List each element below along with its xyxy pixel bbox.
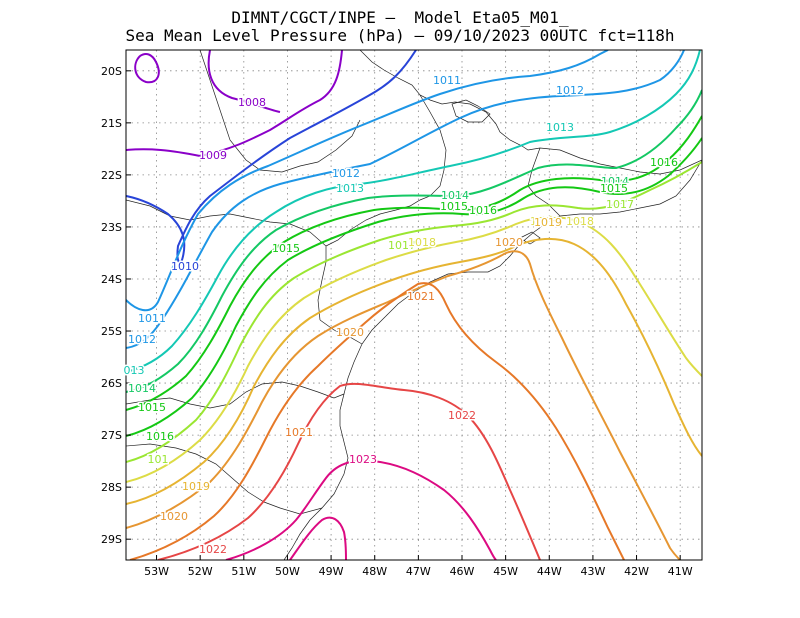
isobar-label-1023: 1023 <box>349 453 377 466</box>
isobar-1023 <box>289 516 347 560</box>
x-tick-label: 44W <box>537 565 562 578</box>
isobar-label-1012: 1012 <box>556 84 584 97</box>
isobar-1009 <box>126 50 343 158</box>
isobars <box>126 50 702 560</box>
y-tick-label: 28S <box>101 481 122 494</box>
y-tick-label: 22S <box>101 169 122 182</box>
coastline-south <box>283 159 702 560</box>
isobar-label-1017: 1017 <box>606 198 634 211</box>
y-tick-label: 27S <box>101 429 122 442</box>
isobar-1014 <box>126 89 702 393</box>
isobar-label-1015: 1015 <box>600 182 628 195</box>
isobar-label-1011: 1011 <box>433 74 461 87</box>
y-tick-label: 21S <box>101 117 122 130</box>
isobar-1018 <box>126 215 702 483</box>
island-1 <box>451 99 491 123</box>
map-frame <box>125 49 703 561</box>
isobar-label-1013: 1013 <box>336 182 364 195</box>
isobar-1015 <box>126 115 702 411</box>
isobar-1008 <box>207 50 281 113</box>
title-line-1: DIMNT/CGCT/INPE — Model Eta05_M01_ <box>231 8 569 27</box>
x-tick-label: 41W <box>668 565 693 578</box>
isobar-label-1012: 1012 <box>332 167 360 180</box>
state-boundary-4 <box>126 381 345 409</box>
isobar-label-1018: 1018 <box>408 236 436 249</box>
y-tick-label: 23S <box>101 221 122 234</box>
x-tick-label: 43W <box>580 565 605 578</box>
state-boundary-3 <box>126 199 327 321</box>
isobar-label-1014: 1014 <box>128 382 156 395</box>
isobar-1020 <box>126 250 681 560</box>
isobar-label-1020: 1020 <box>160 510 188 523</box>
isobar-label-1011: 1011 <box>138 312 166 325</box>
isobar-label-1012: 1012 <box>128 333 156 346</box>
isobar-label-1017: 1017 <box>388 239 416 252</box>
y-tick-label: 26S <box>101 377 122 390</box>
isobar-label-1021: 1021 <box>285 426 313 439</box>
isobar-label-1016: 1016 <box>469 204 497 217</box>
isobar-label-101: 101 <box>148 453 169 466</box>
isobar-label-1008: 1008 <box>238 96 266 109</box>
state-boundary-6 <box>319 319 363 345</box>
x-tick-label: 46W <box>450 565 475 578</box>
isobar-1023 <box>225 459 497 560</box>
isobar-1016 <box>126 137 702 437</box>
isobar-label-1022: 1022 <box>199 543 227 556</box>
isobar-label-1020: 1020 <box>336 326 364 339</box>
isobar-label-1016: 1016 <box>650 156 678 169</box>
isobar-label-1019: 1019 <box>534 216 562 229</box>
isobar-label-1022: 1022 <box>448 409 476 422</box>
state-boundary-5 <box>126 443 323 515</box>
isobar-label-1016: 1016 <box>146 430 174 443</box>
isobar-label-1013: 1013 <box>546 121 574 134</box>
isobar-1019 <box>126 238 702 505</box>
x-tick-label: 52W <box>188 565 213 578</box>
isobar-1012 <box>126 50 685 349</box>
y-tick-label: 24S <box>101 273 122 286</box>
isobar-label-1015: 1015 <box>272 242 300 255</box>
state-boundary-1 <box>325 94 447 247</box>
isobar-label-1015: 1015 <box>440 200 468 213</box>
graticule <box>126 50 702 560</box>
isobar-1009 <box>134 53 160 84</box>
isobar-label-1018: 1018 <box>566 215 594 228</box>
isobar-1017 <box>126 161 702 463</box>
y-tick-label: 25S <box>101 325 122 338</box>
x-tick-label: 51W <box>231 565 256 578</box>
isobar-1011 <box>126 50 609 312</box>
isobar-label-1018: 1018 <box>530 215 558 228</box>
isobar-label-013: 013 <box>124 364 145 377</box>
isobar-label-1010: 1010 <box>171 260 199 273</box>
isobar-label-1014: 1014 <box>601 175 629 188</box>
isobar-1022 <box>157 382 541 560</box>
x-tick-label: 42W <box>624 565 649 578</box>
isobar-label-1009: 1009 <box>199 149 227 162</box>
isobar-label-1014: 1014 <box>441 189 469 202</box>
isobar-label-1021: 1021 <box>407 290 435 303</box>
x-tick-label: 45W <box>493 565 518 578</box>
title-line-2: Sea Mean Level Pressure (hPa) — 09/10/20… <box>125 26 675 45</box>
state-boundary-7 <box>199 50 361 173</box>
x-tick-label: 48W <box>362 565 387 578</box>
y-tick-label: 20S <box>101 65 122 78</box>
x-tick-label: 47W <box>406 565 431 578</box>
isobar-label-1020: 1020 <box>495 236 523 249</box>
x-tick-label: 49W <box>319 565 344 578</box>
isobar-1021 <box>129 282 625 560</box>
coastline <box>359 50 702 175</box>
isobar-label-1015: 1015 <box>138 401 166 414</box>
isobar-1010 <box>126 50 417 264</box>
x-tick-label: 50W <box>275 565 300 578</box>
y-tick-label: 29S <box>101 533 122 546</box>
isobar-1013 <box>126 50 701 373</box>
x-tick-label: 53W <box>144 565 169 578</box>
boundaries <box>126 50 702 560</box>
isobar-label-1019: 1019 <box>182 480 210 493</box>
